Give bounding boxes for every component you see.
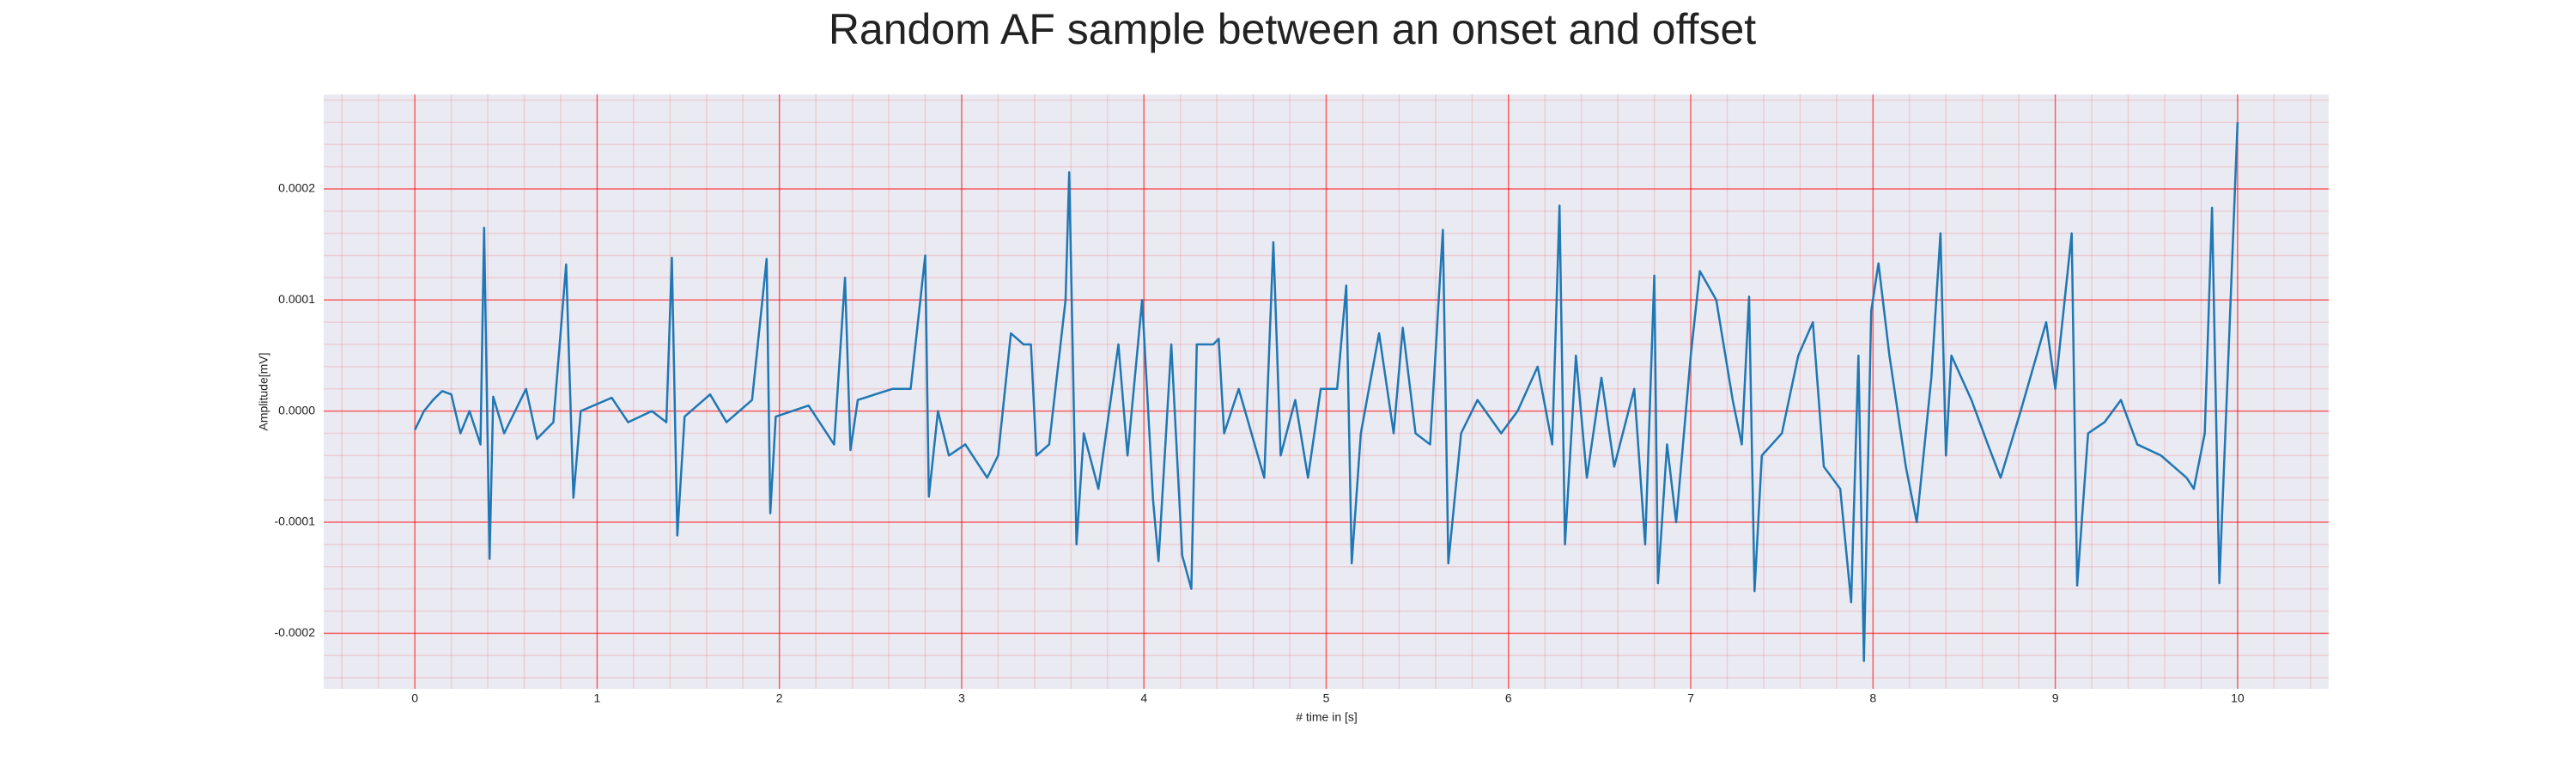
y-tick-label: -0.0001 xyxy=(275,514,316,528)
y-tick-label: 0.0000 xyxy=(278,403,315,417)
x-tick-label: 4 xyxy=(1140,691,1147,705)
x-tick-label: 7 xyxy=(1687,691,1694,705)
x-tick-label: 5 xyxy=(1323,691,1330,705)
y-axis-label: Amplitude[mV] xyxy=(257,352,270,430)
x-tick-label: 9 xyxy=(2052,691,2059,705)
x-tick-label: 2 xyxy=(776,691,783,705)
x-tick-label: 3 xyxy=(958,691,965,705)
line-series xyxy=(414,122,2239,662)
x-tick-label: 6 xyxy=(1505,691,1512,705)
x-tick-label: 10 xyxy=(2231,691,2245,705)
x-tick-label: 8 xyxy=(1869,691,1876,705)
x-tick-label: 0 xyxy=(411,691,418,705)
y-tick-label: 0.0001 xyxy=(278,292,315,306)
y-tick-label: -0.0002 xyxy=(275,625,316,639)
x-axis-label: # time in [s] xyxy=(1296,710,1358,724)
chart-title: Random AF sample between an onset and of… xyxy=(829,5,1756,53)
y-tick-label: 0.0002 xyxy=(278,181,315,195)
x-tick-label: 1 xyxy=(594,691,601,705)
